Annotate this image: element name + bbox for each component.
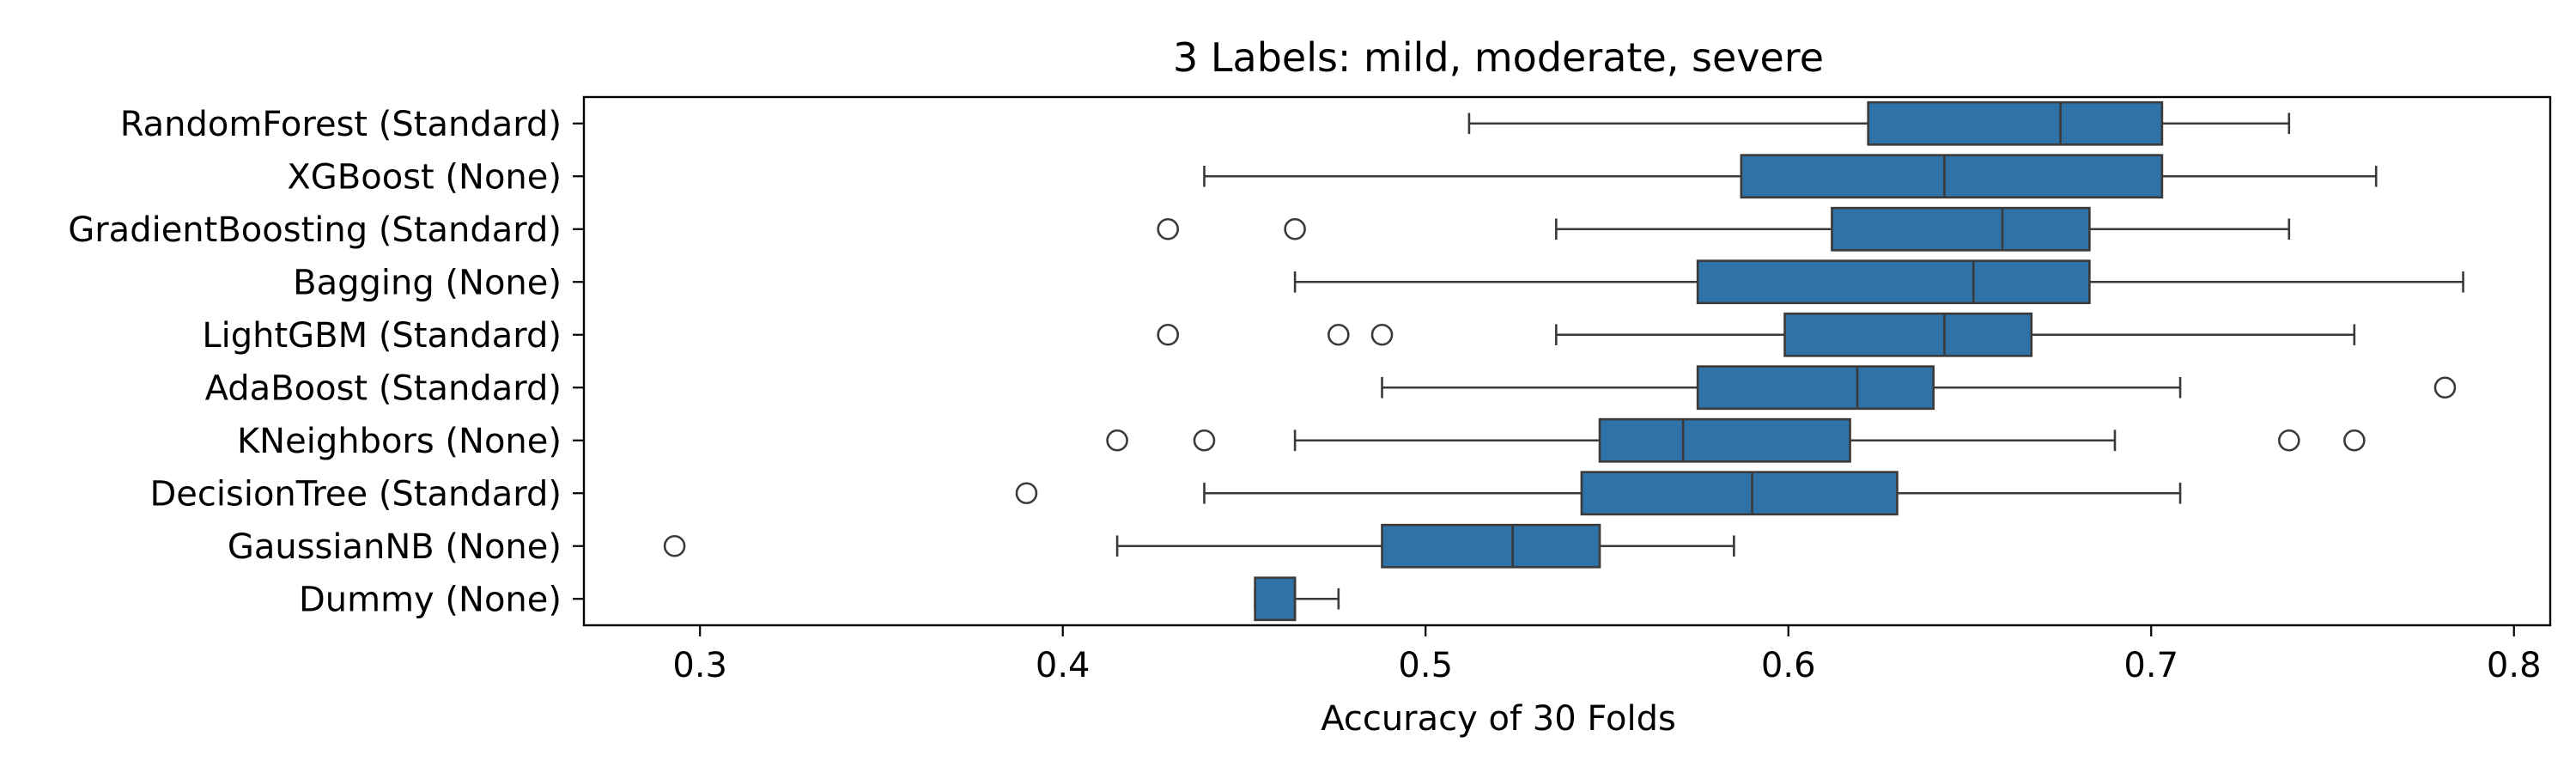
axes-frame: [582, 95, 2552, 627]
iqr-box: [1831, 206, 2091, 252]
box-group: [663, 523, 1735, 569]
outlier-point: [2277, 429, 2300, 452]
iqr-box: [1696, 259, 2091, 305]
iqr-box: [1598, 417, 1851, 463]
x-tick-label: 0.7: [2123, 646, 2178, 685]
category-label: XGBoost (None): [287, 157, 562, 197]
box-group: [1157, 206, 2291, 252]
outlier-point: [1015, 482, 1038, 505]
outlier-point: [2433, 376, 2457, 399]
category-label: AdaBoost (Standard): [205, 368, 562, 408]
category-label: LightGBM (Standard): [202, 316, 562, 356]
box-group: [1381, 365, 2457, 411]
outlier-point: [1193, 429, 1216, 452]
x-tick-label: 0.8: [2487, 646, 2542, 685]
box-group: [1467, 100, 2291, 146]
x-axis-label: Accuracy of 30 Folds: [1321, 699, 1676, 739]
box-group: [1203, 154, 2378, 199]
category-label: Bagging (None): [293, 263, 562, 302]
outlier-point: [1327, 323, 1350, 346]
category-label: GradientBoosting (Standard): [68, 210, 562, 250]
x-tick-label: 0.6: [1761, 646, 1816, 685]
plot-area: 0.3 0.4 0.5 0.6 0.7 0.8 RandomForest (Standard…: [68, 95, 2552, 685]
outlier-point: [663, 534, 686, 557]
iqr-box: [1254, 576, 1297, 622]
category-label: Dummy (None): [299, 580, 562, 619]
outlier-point: [1157, 323, 1180, 346]
box-group: [1254, 576, 1340, 622]
category-label: DecisionTree (Standard): [149, 474, 562, 514]
iqr-box: [1740, 154, 2164, 199]
chart-title: 3 Labels: mild, moderate, severe: [1173, 34, 1824, 81]
category-label: RandomForest (Standard): [120, 105, 562, 144]
outlier-point: [2343, 429, 2366, 452]
iqr-box: [1381, 523, 1601, 569]
box-group: [1293, 259, 2464, 305]
iqr-box: [1783, 312, 2033, 357]
outlier-point: [1370, 323, 1394, 346]
x-tick-label: 0.5: [1398, 646, 1453, 685]
category-label: KNeighbors (None): [237, 422, 562, 461]
outlier-point: [1284, 217, 1306, 240]
iqr-box: [1580, 471, 1899, 516]
outlier-point: [1157, 217, 1180, 240]
iqr-box: [1867, 100, 2164, 146]
x-tick-label: 0.4: [1036, 646, 1091, 685]
box-group: [1106, 417, 2366, 463]
box-group: [1015, 471, 2182, 516]
outlier-point: [1106, 429, 1128, 452]
iqr-box: [1696, 365, 1935, 411]
category-label: GaussianNB (None): [228, 527, 562, 567]
x-tick-label: 0.3: [672, 646, 727, 685]
box-group: [1157, 312, 2356, 357]
